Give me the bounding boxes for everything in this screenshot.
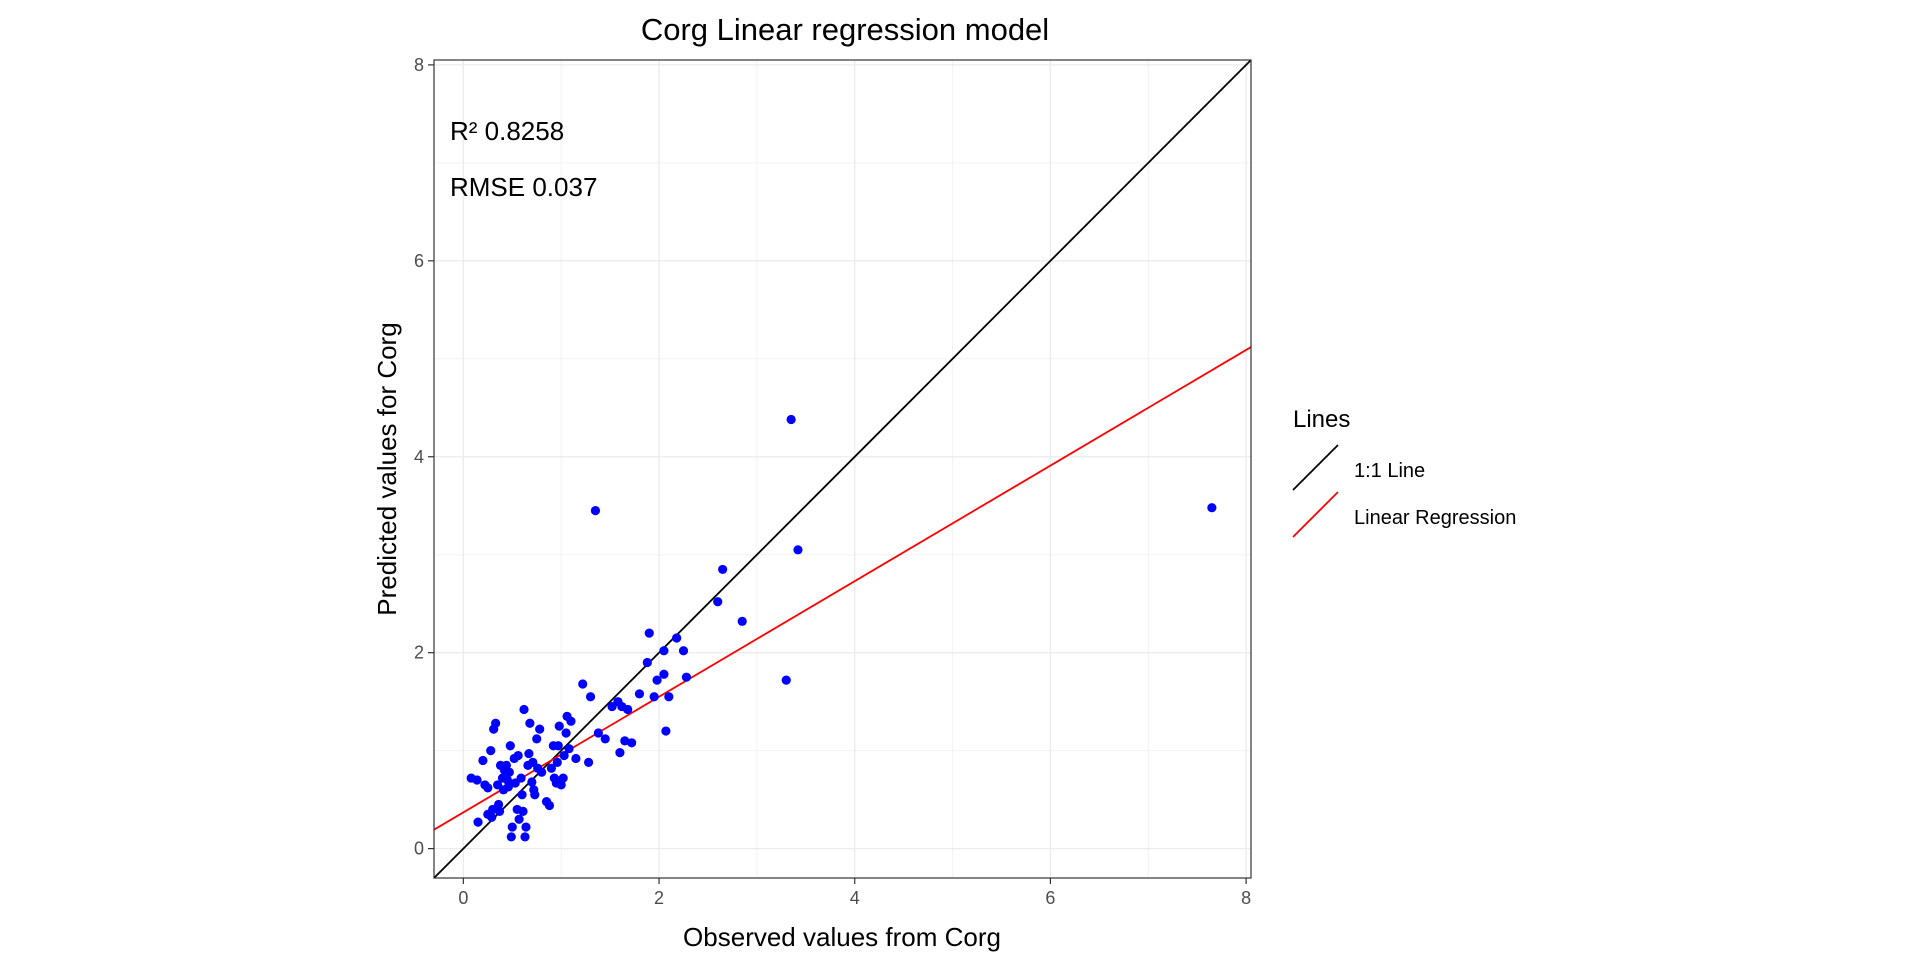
data-point	[513, 750, 523, 761]
data-point	[501, 760, 512, 770]
data-point	[506, 832, 516, 842]
data-point	[546, 763, 557, 773]
data-point	[487, 812, 497, 822]
plot-border	[433, 59, 1252, 879]
data-point	[600, 734, 610, 744]
data-point	[627, 738, 637, 748]
data-point	[503, 782, 513, 792]
legend-title: Lines	[1293, 406, 1350, 433]
x-tick-label: 4	[850, 888, 860, 908]
data-point	[530, 790, 540, 800]
data-point	[535, 724, 545, 734]
data-point	[554, 721, 564, 731]
data-point	[478, 755, 488, 766]
y-axis: 0 2 4 6 8	[414, 55, 434, 859]
data-point	[564, 744, 574, 754]
data-point	[681, 672, 692, 682]
data-point	[585, 692, 596, 702]
data-point	[615, 748, 625, 758]
y-tick-label: 4	[414, 447, 424, 467]
data-point	[678, 646, 689, 656]
x-tick-label: 6	[1045, 888, 1055, 908]
data-point	[505, 741, 515, 751]
data-point	[514, 814, 524, 824]
data-point	[502, 775, 512, 785]
data-point	[519, 704, 529, 715]
data-point	[659, 646, 669, 656]
data-point	[494, 806, 505, 816]
data-point	[486, 746, 496, 756]
x-tick-label: 2	[654, 888, 664, 908]
annotation-r2: R² 0.8258	[450, 116, 564, 146]
data-point	[590, 506, 601, 516]
data-point	[527, 777, 537, 787]
data-point	[483, 783, 493, 793]
legend-key-1-1-line	[1292, 444, 1339, 491]
grid	[434, 60, 1251, 878]
data-point	[504, 767, 514, 777]
data-point	[553, 741, 563, 751]
data-point	[642, 657, 652, 668]
data-point	[652, 675, 662, 685]
data-point	[713, 597, 723, 607]
data-point	[649, 692, 659, 702]
data-point	[1207, 503, 1217, 513]
y-axis-title: Predicted values for Corg	[372, 322, 402, 615]
data-point	[644, 628, 654, 638]
data-point	[473, 817, 483, 827]
data-point	[537, 767, 547, 777]
data-point	[520, 832, 530, 842]
data-point	[561, 728, 571, 738]
data-point	[493, 799, 504, 810]
chart-title: Corg Linear regression model	[641, 12, 1049, 47]
data-point	[566, 716, 576, 726]
data-point	[507, 822, 517, 832]
y-tick-label: 2	[414, 643, 424, 663]
data-point	[781, 675, 791, 685]
y-tick-label: 6	[414, 251, 424, 271]
data-point	[623, 704, 633, 715]
legend-label-linear-regression: Linear Regression	[1354, 507, 1516, 529]
data-point	[532, 734, 542, 744]
data-point	[571, 753, 581, 764]
data-point	[718, 564, 728, 575]
data-point	[661, 726, 671, 736]
x-tick-label: 0	[458, 888, 468, 908]
x-tick-label: 8	[1241, 888, 1251, 908]
data-point	[578, 679, 588, 689]
x-axis: 0 2 4 6 8	[458, 878, 1251, 908]
data-point	[634, 689, 645, 699]
data-point	[472, 775, 482, 785]
legend-key-linear-regression	[1292, 491, 1339, 538]
data-point	[491, 718, 501, 728]
data-point	[659, 669, 669, 679]
data-point	[552, 757, 562, 768]
legend-label-1-1-line: 1:1 Line	[1354, 460, 1425, 482]
annotation-rmse: RMSE 0.037	[450, 172, 597, 202]
data-point	[518, 806, 528, 816]
data-point	[521, 822, 531, 832]
data-point	[664, 692, 674, 702]
data-point	[559, 750, 569, 761]
y-tick-label: 8	[414, 55, 424, 75]
scatter-points	[466, 414, 1217, 842]
data-point	[786, 414, 796, 425]
data-point	[524, 748, 534, 759]
x-axis-title: Observed values from Corg	[683, 922, 1001, 952]
data-point	[558, 773, 568, 783]
one-to-one-line	[433, 59, 1252, 879]
plot-panel	[433, 59, 1252, 879]
data-point	[737, 616, 747, 626]
data-point	[672, 633, 682, 643]
data-point	[516, 773, 526, 783]
y-tick-label: 0	[414, 839, 424, 859]
data-point	[517, 790, 527, 800]
data-point	[583, 757, 594, 768]
data-point	[525, 718, 535, 728]
data-point	[793, 545, 803, 555]
data-point	[593, 728, 603, 738]
data-point	[544, 800, 555, 811]
legend: Lines 1:1 Line Linear Regression	[1292, 406, 1516, 538]
